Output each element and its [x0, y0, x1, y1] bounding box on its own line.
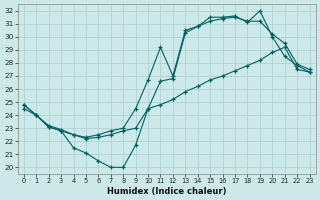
X-axis label: Humidex (Indice chaleur): Humidex (Indice chaleur)	[107, 187, 227, 196]
